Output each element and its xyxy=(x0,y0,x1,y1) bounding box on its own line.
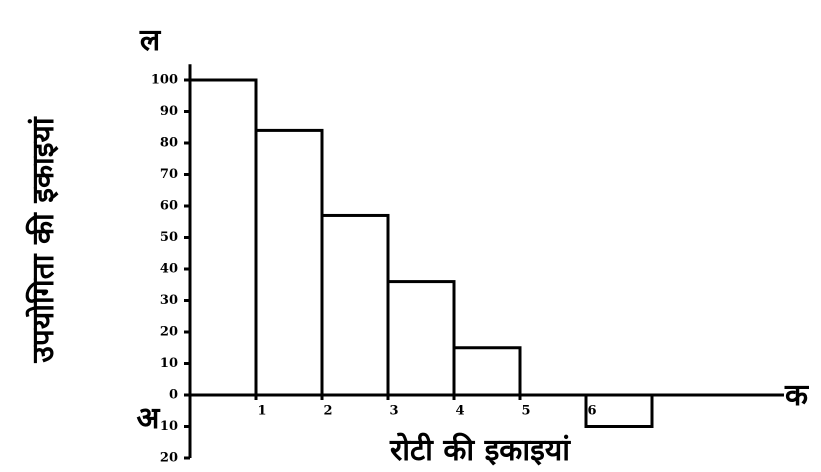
bar xyxy=(254,128,324,397)
bar xyxy=(188,78,258,397)
bar xyxy=(320,213,390,397)
origin-letter: अ xyxy=(137,401,161,436)
y-axis-label: उपयोगिता की इकाइयां xyxy=(25,116,61,364)
bar xyxy=(452,346,522,397)
x-axis-letter: क xyxy=(784,378,809,413)
y-tick-label: 0 xyxy=(169,388,178,403)
bar xyxy=(584,393,654,428)
y-tick-label: 90 xyxy=(160,104,178,119)
x-tick-label: 4 xyxy=(455,404,464,419)
x-tick-label: 3 xyxy=(389,404,398,419)
x-tick-label: 2 xyxy=(323,404,332,419)
x-tick-label: 5 xyxy=(521,404,530,419)
y-tick-label: 20 xyxy=(160,451,178,466)
y-tick-label: 60 xyxy=(160,199,178,214)
y-tick-label: 20 xyxy=(160,325,178,340)
y-tick-label: 100 xyxy=(151,73,178,88)
x-tick-label: 6 xyxy=(587,404,596,419)
y-tick-label: 30 xyxy=(160,293,178,308)
y-tick-label: 80 xyxy=(160,136,178,151)
y-tick-label: 10 xyxy=(160,356,178,371)
y-tick-label: 70 xyxy=(160,167,178,182)
x-axis-label: रोटी की इकाइयां xyxy=(389,432,571,468)
x-tick-label: 1 xyxy=(257,404,266,419)
y-tick-label: 40 xyxy=(160,262,178,277)
y-tick-label: 10 xyxy=(160,419,178,434)
y-tick-label: 50 xyxy=(160,230,178,245)
y-axis-letter: ल xyxy=(139,23,162,58)
bar xyxy=(386,280,456,397)
